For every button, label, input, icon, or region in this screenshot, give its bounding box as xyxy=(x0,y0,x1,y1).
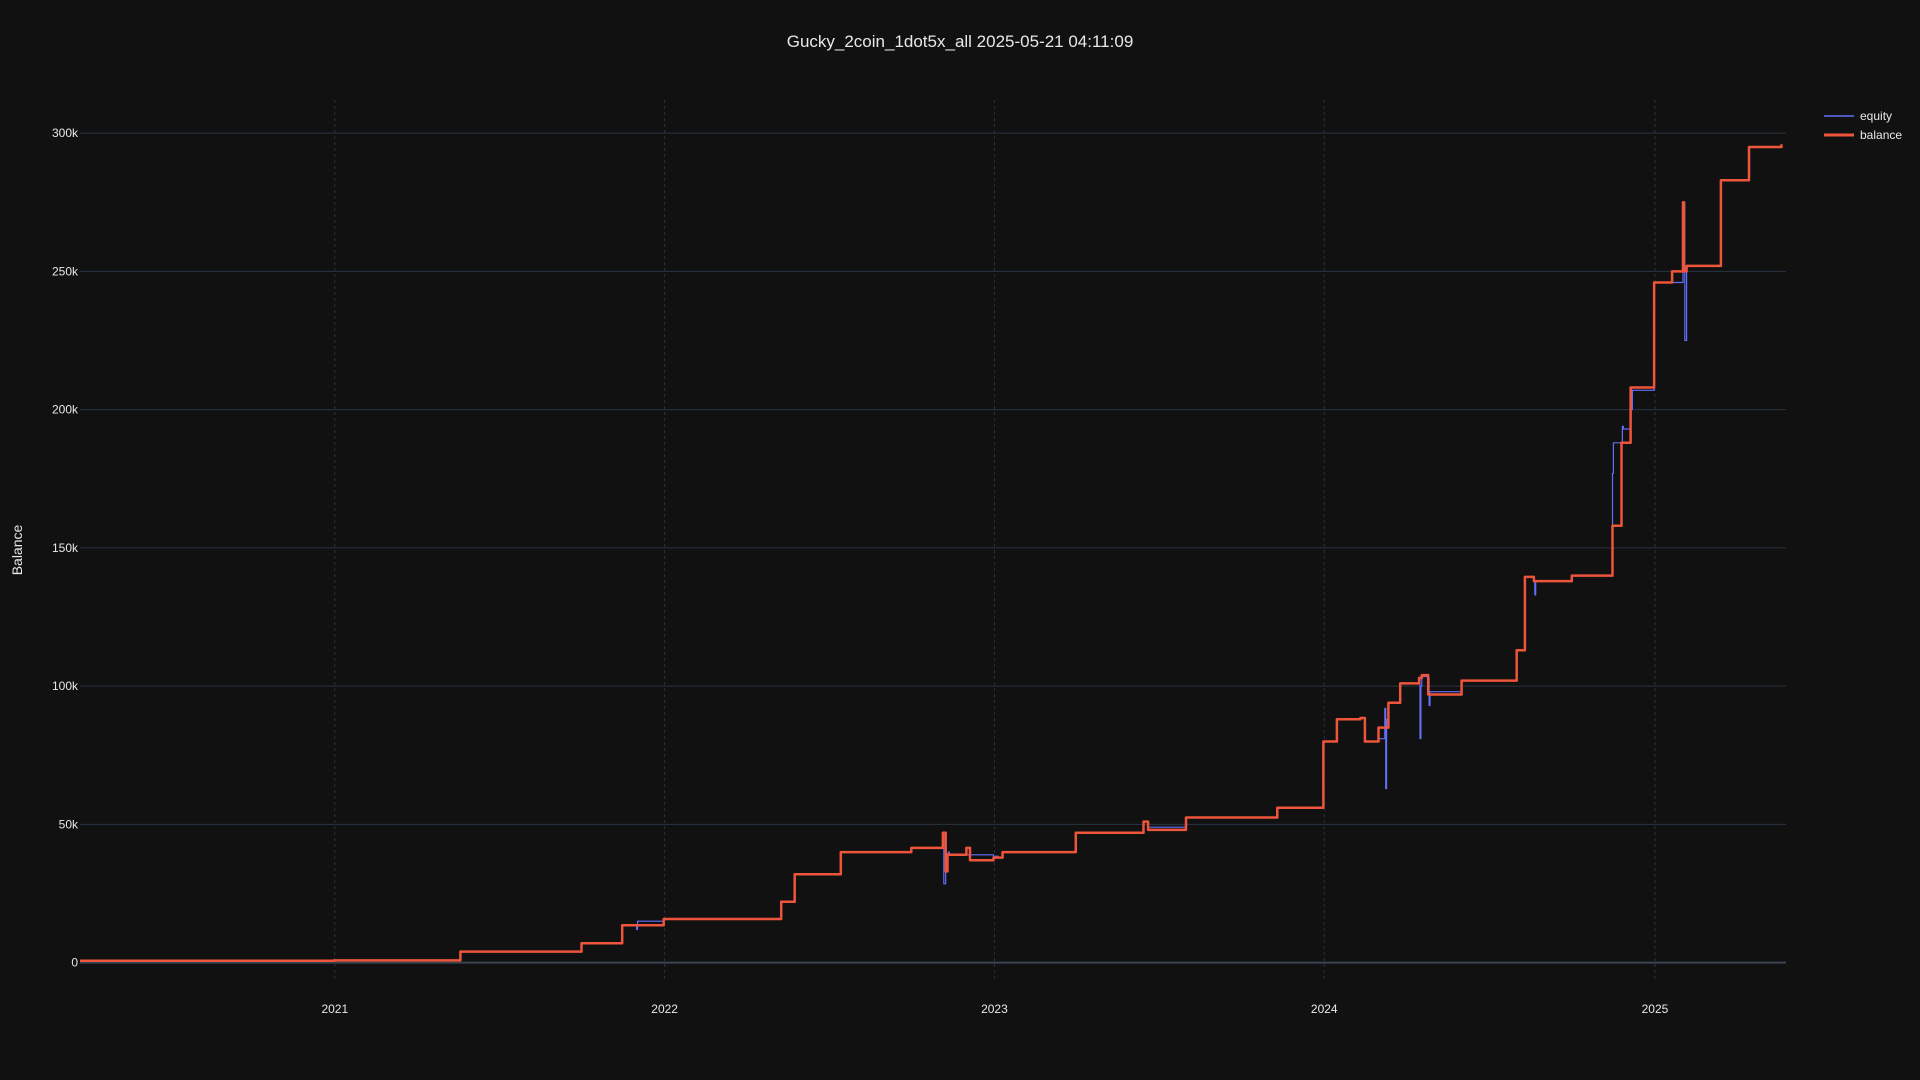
x-tick-label: 2022 xyxy=(651,1002,678,1016)
y-tick-label: 150k xyxy=(52,541,79,555)
x-gridlines xyxy=(334,100,1656,982)
y-tick-label: 300k xyxy=(52,126,79,140)
legend-label-equity: equity xyxy=(1860,108,1893,123)
y-tick-label: 200k xyxy=(52,403,79,417)
series-layer xyxy=(80,144,1783,962)
x-tick-label: 2023 xyxy=(981,1002,1008,1016)
series-line-balance xyxy=(80,144,1783,962)
y-tick-label: 0 xyxy=(71,956,78,970)
legend: equity balance xyxy=(1824,106,1902,144)
chart-title: Gucky_2coin_1dot5x_all 2025-05-21 04:11:… xyxy=(786,32,1134,51)
y-tick-label: 250k xyxy=(52,264,79,278)
y-gridlines xyxy=(80,132,1786,964)
y-tick-label: 100k xyxy=(52,679,79,693)
legend-swatch-equity xyxy=(1824,114,1854,117)
legend-item-equity[interactable]: equity xyxy=(1824,106,1902,125)
x-tick-labels: 2021 2022 2023 2024 2025 xyxy=(321,1002,1668,1016)
legend-swatch-balance xyxy=(1824,133,1854,136)
x-tick-label: 2021 xyxy=(321,1002,348,1016)
y-axis-label: Balance xyxy=(9,524,25,576)
legend-label-balance: balance xyxy=(1860,127,1903,142)
y-tick-labels: 0 50k 100k 150k 200k 250k 300k xyxy=(52,126,79,969)
legend-item-balance[interactable]: balance xyxy=(1824,125,1902,144)
x-tick-label: 2024 xyxy=(1311,1002,1338,1016)
y-tick-label: 50k xyxy=(59,817,79,831)
x-tick-label: 2025 xyxy=(1642,1002,1669,1016)
